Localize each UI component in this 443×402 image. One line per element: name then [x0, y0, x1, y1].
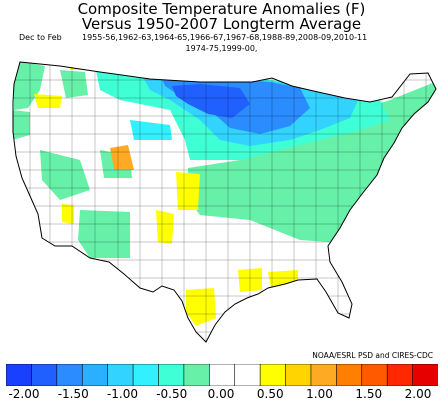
legend-swatch: [158, 364, 185, 386]
legend-tick-label: 0.50: [256, 387, 284, 401]
legend-tick-label: -0.50: [156, 387, 188, 401]
legend-swatch: [412, 364, 438, 386]
legend-swatch: [285, 364, 312, 386]
years-list-line1: 1955-56,1962-63,1964-65,1966-67,1967-68,…: [82, 33, 368, 42]
legend-swatch: [56, 364, 83, 386]
credit-label: NOAA/ESRL PSD and CIRES-CDC: [312, 351, 433, 360]
legend-swatch: [361, 364, 388, 386]
legend-tick-label: -1.50: [57, 387, 89, 401]
legend-tick-label: 0.00: [207, 387, 235, 401]
legend-swatch: [6, 364, 33, 386]
legend-swatch: [31, 364, 58, 386]
legend-tick-label: -1.00: [106, 387, 139, 401]
map-title: Composite Temperature Anomalies (F): [77, 0, 366, 18]
legend-tick-label: 1.50: [355, 387, 383, 401]
legend-swatch: [336, 364, 363, 386]
legend-tick-label: -2.00: [8, 387, 40, 401]
legend-swatch: [107, 364, 134, 386]
legend-swatch: [208, 364, 236, 386]
color-legend: [6, 364, 438, 386]
us-outline: [12, 61, 437, 343]
legend-tick-label: 1.00: [306, 387, 333, 401]
legend-tick-labels: -2.00 -1.50 -1.00 -0.50 0.00 0.50 1.00 1.50 2.00: [0, 387, 443, 401]
anomaly-fill-layer: [13, 62, 436, 342]
years-list-line2: 1974-75,1999-00,: [185, 44, 258, 53]
us-climate-division-map: [12, 61, 437, 343]
legend-swatch: [183, 364, 210, 386]
season-label: Dec to Feb: [19, 33, 62, 42]
legend-swatch: [310, 364, 337, 386]
legend-swatch: [132, 364, 160, 386]
legend-swatch: [81, 364, 109, 386]
map-subtitle: Versus 1950-2007 Longterm Average: [81, 15, 362, 33]
legend-swatch: [386, 364, 414, 386]
legend-swatch: [234, 364, 261, 386]
legend-swatch: [259, 364, 287, 386]
legend-tick-label: 2.00: [404, 387, 432, 401]
